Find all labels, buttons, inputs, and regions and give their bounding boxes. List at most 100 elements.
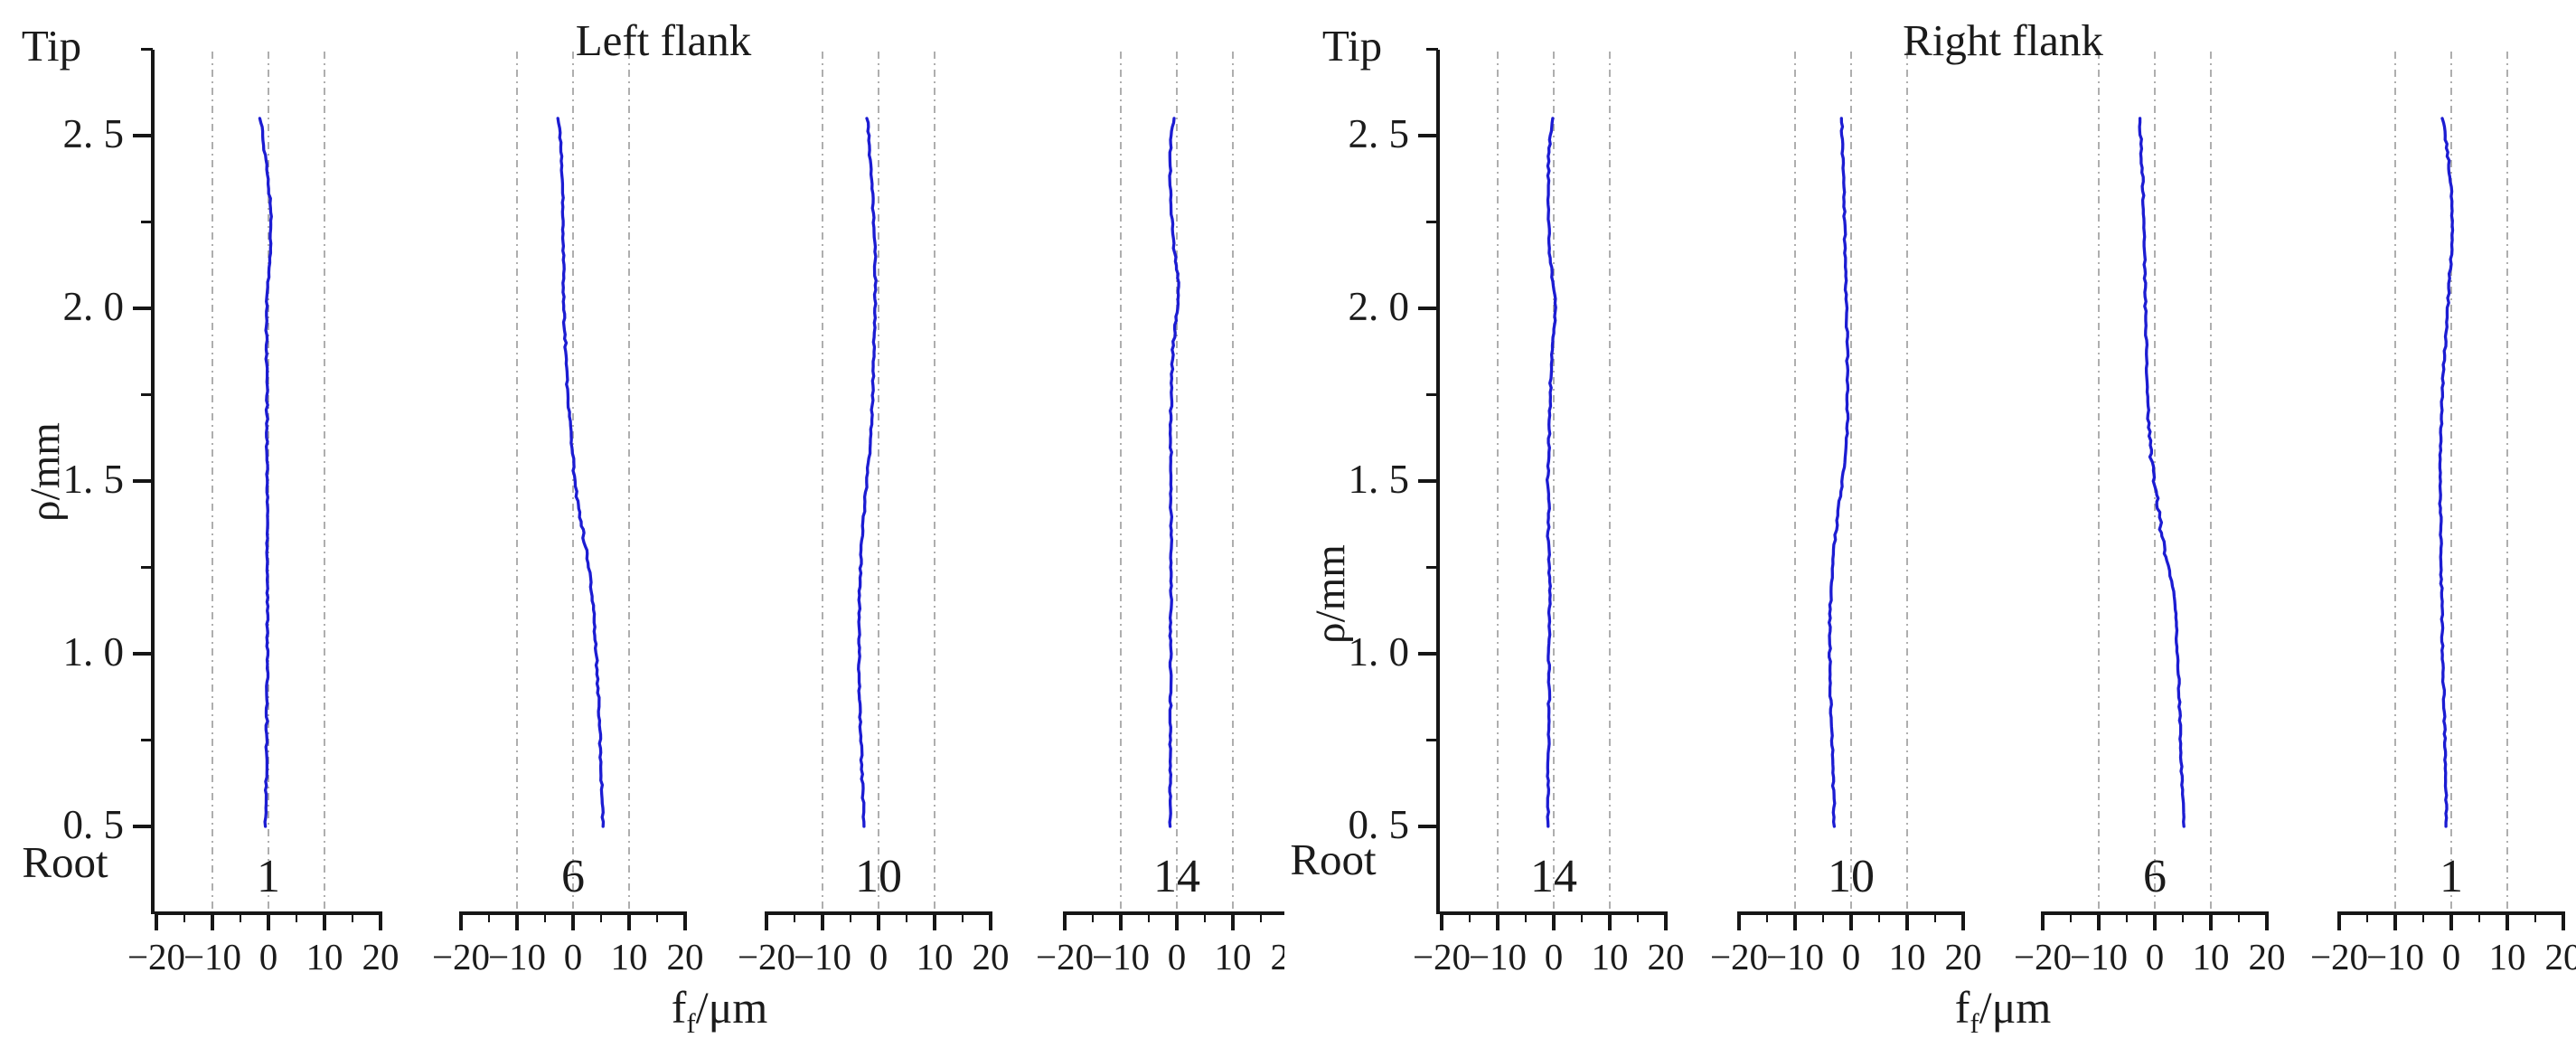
profile-curve-tooth-1 — [258, 117, 273, 828]
x-axis-major-tick — [155, 911, 158, 930]
x-axis-major-tick — [379, 911, 382, 930]
x-axis-tick-label: 20 — [362, 936, 400, 977]
x-axis-tick-label: −20 — [127, 936, 186, 977]
x-axis-minor-tick — [1821, 911, 1825, 922]
x-axis-major-tick — [989, 911, 992, 930]
x-axis-major-tick — [323, 911, 326, 930]
x-axis-tick-label: 20 — [2248, 936, 2286, 977]
y-axis-minor-tick — [1426, 221, 1438, 223]
root-label: Root — [22, 837, 108, 887]
x-axis-unit: /μm — [1979, 982, 2052, 1033]
x-axis-symbol-subscript: f — [1970, 1007, 1979, 1039]
y-axis-minor-tick — [141, 393, 153, 396]
y-axis-minor-tick — [1426, 566, 1438, 569]
y-axis-major-tick — [1418, 825, 1438, 828]
x-axis-major-tick — [211, 911, 214, 930]
x-axis-minor-tick — [1580, 911, 1584, 922]
tooth-number-label: 1 — [257, 851, 280, 902]
profile-curve-tooth-14 — [1545, 117, 1557, 828]
x-axis-major-tick — [1849, 911, 1853, 930]
x-axis-tick-label: −20 — [737, 936, 796, 977]
x-axis-minor-tick — [2237, 911, 2241, 922]
x-axis-major-tick — [1664, 911, 1668, 930]
right-flank-title: Right flank — [1903, 15, 2103, 65]
x-axis-line — [1065, 911, 1284, 915]
x-axis-tick-label: −20 — [1412, 936, 1471, 977]
x-axis-minor-tick — [295, 911, 298, 922]
x-axis-minor-tick — [2181, 911, 2185, 922]
x-axis-tick-label: −10 — [1091, 936, 1151, 977]
x-axis-minor-tick — [1203, 911, 1207, 922]
x-axis-tick-label: −20 — [2013, 936, 2073, 977]
profile-curve-tooth-10 — [1828, 117, 1850, 828]
x-axis-major-tick — [1231, 911, 1235, 930]
x-axis-major-tick — [1737, 911, 1741, 930]
left-flank-title: Left flank — [575, 15, 752, 65]
y-axis-minor-tick — [141, 566, 153, 569]
tooth-number-label: 6 — [561, 851, 585, 902]
x-axis-major-tick — [2505, 911, 2509, 930]
x-axis-minor-tick — [2421, 911, 2425, 922]
x-axis-major-tick — [877, 911, 880, 930]
x-axis-tick-label: 10 — [1591, 936, 1629, 977]
x-axis-minor-tick — [2477, 911, 2481, 922]
x-axis-tick-label: 10 — [1888, 936, 1926, 977]
x-axis-symbol: f — [1954, 982, 1970, 1033]
y-axis-tick-label: 1. 5 — [62, 457, 125, 502]
y-axis-major-tick — [1418, 652, 1438, 656]
x-axis-minor-tick — [487, 911, 491, 922]
x-axis-major-tick — [2337, 911, 2341, 930]
x-axis-minor-tick — [1468, 911, 1471, 922]
x-axis-tick-label: 0 — [563, 936, 583, 977]
y-axis-major-tick — [133, 134, 153, 137]
x-axis-major-tick — [1063, 911, 1067, 930]
root-label: Root — [1290, 835, 1377, 884]
y-axis-tick-label: 2. 5 — [1348, 111, 1410, 156]
profile-curve-tooth-14 — [1168, 117, 1180, 828]
x-axis-symbol-subscript: f — [686, 1007, 696, 1039]
x-axis-tick-label: 0 — [1167, 936, 1187, 977]
right-flank-plot-canvas — [1497, 52, 2508, 911]
x-axis-tick-label: 20 — [666, 936, 704, 977]
x-axis-tick-label: 20 — [972, 936, 1010, 977]
y-axis-tick-label: 1. 5 — [1348, 457, 1410, 502]
x-axis-minor-tick — [905, 911, 908, 922]
profile-curve-tooth-6 — [556, 117, 606, 828]
x-axis-minor-tick — [849, 911, 852, 922]
x-axis-minor-tick — [793, 911, 796, 922]
y-axis-major-tick — [133, 307, 153, 310]
tip-label: Tip — [21, 21, 82, 71]
x-axis-minor-tick — [599, 911, 603, 922]
x-axis-tick-label: 0 — [2145, 936, 2165, 977]
x-axis-label: ff/μm — [584, 981, 855, 1040]
x-axis-tick-label: 20 — [1944, 936, 1982, 977]
x-axis-tick-label: 0 — [869, 936, 888, 977]
x-axis-major-tick — [1608, 911, 1612, 930]
y-axis-major-tick — [1418, 307, 1438, 310]
x-axis-major-tick — [459, 911, 463, 930]
x-axis-tick-label: −10 — [487, 936, 547, 977]
x-axis-tick-label: 0 — [2441, 936, 2461, 977]
y-axis-tick-label: 2. 0 — [1348, 284, 1410, 329]
y-axis-tick-label: 2. 0 — [62, 284, 125, 329]
profile-curve-tooth-10 — [857, 117, 878, 828]
x-axis-major-tick — [1175, 911, 1179, 930]
x-axis-major-tick — [2393, 911, 2397, 930]
y-axis-major-tick — [1418, 479, 1438, 483]
x-axis-major-tick — [2449, 911, 2453, 930]
x-axis-tick-label: 20 — [2544, 936, 2576, 977]
x-axis-tick-label: 0 — [1544, 936, 1564, 977]
x-axis-minor-tick — [2069, 911, 2073, 922]
x-axis-major-tick — [2153, 911, 2157, 930]
tooth-number-label: 1 — [2440, 851, 2463, 902]
x-axis-minor-tick — [1933, 911, 1937, 922]
x-axis-minor-tick — [183, 911, 186, 922]
x-axis-tick-label: −20 — [1709, 936, 1769, 977]
x-axis-tick-label: 10 — [306, 936, 343, 977]
x-axis-tick-label: −20 — [431, 936, 491, 977]
x-axis-major-tick — [1793, 911, 1797, 930]
y-axis-minor-tick — [1426, 739, 1438, 741]
x-axis-tick-label: −20 — [2309, 936, 2369, 977]
